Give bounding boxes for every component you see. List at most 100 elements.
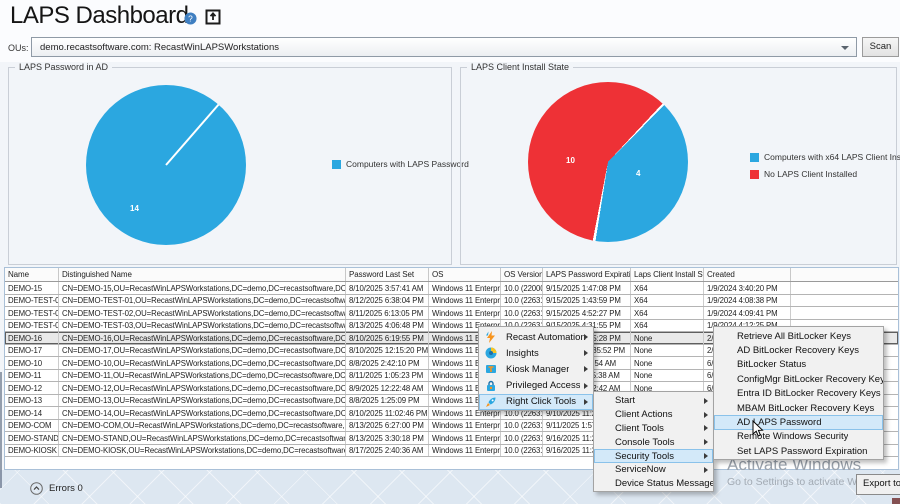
column-header-distinguished-name[interactable]: Distinguished Name xyxy=(59,268,346,281)
table-cell: 10.0 (22631) xyxy=(501,407,543,419)
menu-item-device-status-messages[interactable]: Device Status Messages xyxy=(594,477,713,491)
table-cell: 8/11/2025 6:13:05 PM xyxy=(346,307,429,319)
errors-status[interactable]: Errors 0 xyxy=(30,482,83,495)
table-cell: 8/8/2025 2:42:10 PM xyxy=(346,357,429,369)
menu-item-retrieve-all-bitlocker-keys[interactable]: Retrieve All BitLocker Keys xyxy=(714,329,883,343)
table-cell: DEMO-10 xyxy=(5,357,59,369)
pie-value-label: 10 xyxy=(566,156,575,165)
table-cell: DEMO-12 xyxy=(5,382,59,394)
mouse-cursor-icon xyxy=(752,420,764,437)
submenu-arrow-icon xyxy=(704,439,708,446)
table-cell: 8/13/2025 6:27:00 PM xyxy=(346,419,429,431)
table-cell: Windows 11 Enterprise xyxy=(429,419,501,431)
table-row[interactable]: DEMO-TEST-01 CN=DEMO-TEST-01,OU=RecastWin… xyxy=(5,294,898,307)
menu-item-client-tools[interactable]: Client Tools xyxy=(594,422,713,436)
table-cell: X64 xyxy=(631,294,704,306)
column-header-created[interactable]: Created xyxy=(704,268,791,281)
table-row[interactable]: DEMO-TEST-02 CN=DEMO-TEST-02,OU=RecastWin… xyxy=(5,307,898,320)
table-cell: 8/10/2025 12:15:20 PM xyxy=(346,344,429,356)
table-cell: 8/11/2025 1:05:23 PM xyxy=(346,369,429,381)
menu-item-recast-automation[interactable]: Recast Automation xyxy=(479,329,593,345)
table-cell: 1/9/2024 4:09:41 PM xyxy=(704,307,791,319)
menu-item-label: Start xyxy=(615,395,636,407)
menu-item-entra-id-bitlocker-recovery-keys[interactable]: Entra ID BitLocker Recovery Keys xyxy=(714,387,883,401)
ou-combobox-value: demo.recastsoftware.com: RecastWinLAPSWo… xyxy=(40,42,279,53)
menu-item-label: Client Tools xyxy=(615,422,664,434)
column-header-os-version[interactable]: OS Version xyxy=(501,268,543,281)
table-cell: DEMO-TEST-03 xyxy=(5,319,59,331)
table-cell: None xyxy=(631,382,704,394)
column-header-name[interactable]: Name xyxy=(5,268,59,281)
menu-item-servicenow[interactable]: ServiceNow xyxy=(594,463,713,477)
laps-client-pie-chart: 10 4 xyxy=(528,82,688,242)
table-row[interactable]: DEMO-TEST-03 CN=DEMO-TEST-03,OU=RecastWin… xyxy=(5,319,898,332)
table-cell: DEMO-KIOSK xyxy=(5,444,59,456)
menu-item-label: Right Click Tools xyxy=(506,396,577,408)
menu-item-start[interactable]: Start xyxy=(594,394,713,408)
top-bar: LAPS Dashboard ? OUs: demo.recastsoftwar… xyxy=(0,0,900,62)
export-to-csv-button[interactable]: Export to CSV xyxy=(856,474,900,495)
menu-item-label: Device Status Messages xyxy=(615,478,713,490)
table-cell-filler xyxy=(791,295,898,307)
menu-item-insights[interactable]: Insights xyxy=(479,345,593,361)
table-row[interactable]: DEMO-16 CN=DEMO-16,OU=RecastWinLAPSWorkst… xyxy=(5,332,898,345)
table-cell: CN=DEMO-11,OU=RecastWinLAPSWorkstations,… xyxy=(59,369,346,381)
menu-item-mbam-bitlocker-recovery-keys[interactable]: MBAM BitLocker Recovery Keys xyxy=(714,401,883,415)
table-cell: Windows 11 Enterprise xyxy=(429,444,501,456)
column-header-laps-client-install-state[interactable]: Laps Client Install State xyxy=(631,268,704,281)
menu-item-security-tools[interactable]: Security Tools xyxy=(594,449,713,463)
table-cell: 9/15/2025 4:31:55 PM xyxy=(543,319,631,331)
menu-item-label: AD BitLocker Recovery Keys xyxy=(737,345,859,357)
ou-combobox[interactable]: demo.recastsoftware.com: RecastWinLAPSWo… xyxy=(31,37,857,57)
menu-item-ad-laps-password[interactable]: AD LAPS Password xyxy=(714,415,883,430)
menu-item-label: Recast Automation xyxy=(506,331,586,343)
table-row[interactable]: DEMO-15 CN=DEMO-15,OU=RecastWinLAPSWorkst… xyxy=(5,282,898,295)
menu-item-label: MBAM BitLocker Recovery Keys xyxy=(737,402,875,414)
table-cell: DEMO-17 xyxy=(5,344,59,356)
menu-item-set-laps-password-expiration[interactable]: Set LAPS Password Expiration xyxy=(714,444,883,458)
submenu-arrow-icon xyxy=(584,334,588,341)
table-cell: CN=DEMO-12,OU=RecastWinLAPSWorkstations,… xyxy=(59,382,346,394)
menu-item-console-tools[interactable]: Console Tools xyxy=(594,435,713,449)
laps-password-pie-chart: 14 xyxy=(86,85,246,245)
open-export-icon[interactable] xyxy=(205,9,221,25)
column-header-password-last-set[interactable]: Password Last Set xyxy=(346,268,429,281)
table-cell: DEMO-14 xyxy=(5,407,59,419)
insights-icon xyxy=(485,347,497,359)
expand-errors-icon[interactable] xyxy=(30,482,43,495)
menu-item-remote-windows-security[interactable]: Remote Windows Security xyxy=(714,430,883,444)
menu-item-right-click-tools[interactable]: Right Click Tools xyxy=(479,393,593,410)
submenu-arrow-icon xyxy=(584,366,588,373)
menu-item-client-actions[interactable]: Client Actions xyxy=(594,408,713,422)
table-row[interactable]: DEMO-10 CN=DEMO-10,OU=RecastWinLAPSWorkst… xyxy=(5,357,898,370)
table-cell: 8/10/2025 3:57:41 AM xyxy=(346,282,429,294)
ou-label: OUs: xyxy=(8,43,29,53)
column-header-os[interactable]: OS xyxy=(429,268,501,281)
table-cell: CN=DEMO-13,OU=RecastWinLAPSWorkstations,… xyxy=(59,394,346,406)
menu-item-kiosk-manager[interactable]: Kiosk Manager xyxy=(479,361,593,377)
submenu-arrow-icon xyxy=(704,466,708,473)
table-cell: CN=DEMO-16,OU=RecastWinLAPSWorkstations,… xyxy=(59,332,346,344)
legend-swatch-blue xyxy=(750,152,759,162)
menu-item-label: Privileged Access xyxy=(506,380,581,392)
table-cell: DEMO-16 xyxy=(5,332,59,344)
table-cell: DEMO-15 xyxy=(5,282,59,294)
table-cell: 8/8/2025 1:25:09 PM xyxy=(346,394,429,406)
menu-item-bitlocker-status[interactable]: BitLocker Status xyxy=(714,358,883,372)
svg-text:?: ? xyxy=(188,13,193,23)
table-cell: CN=DEMO-10,OU=RecastWinLAPSWorkstations,… xyxy=(59,357,346,369)
table-cell: CN=DEMO-14,OU=RecastWinLAPSWorkstations,… xyxy=(59,407,346,419)
scan-button[interactable]: Scan xyxy=(862,37,899,57)
submenu-arrow-icon xyxy=(704,453,708,460)
menu-item-privileged-access[interactable]: Privileged Access xyxy=(479,378,593,394)
menu-item-configmgr-bitlocker-recovery-keys[interactable]: ConfigMgr BitLocker Recovery Keys xyxy=(714,372,883,386)
column-header-laps-password-expiration[interactable]: LAPS Password Expiration xyxy=(543,268,631,281)
help-icon[interactable]: ? xyxy=(184,12,197,25)
chevron-down-icon[interactable] xyxy=(841,46,849,50)
menu-item-ad-bitlocker-recovery-keys[interactable]: AD BitLocker Recovery Keys xyxy=(714,343,883,357)
table-cell: DEMO-STAND xyxy=(5,432,59,444)
lock-icon xyxy=(487,380,495,391)
table-cell: CN=DEMO-TEST-03,OU=RecastWinLAPSWorkstat… xyxy=(59,319,346,331)
table-cell: None xyxy=(631,357,704,369)
